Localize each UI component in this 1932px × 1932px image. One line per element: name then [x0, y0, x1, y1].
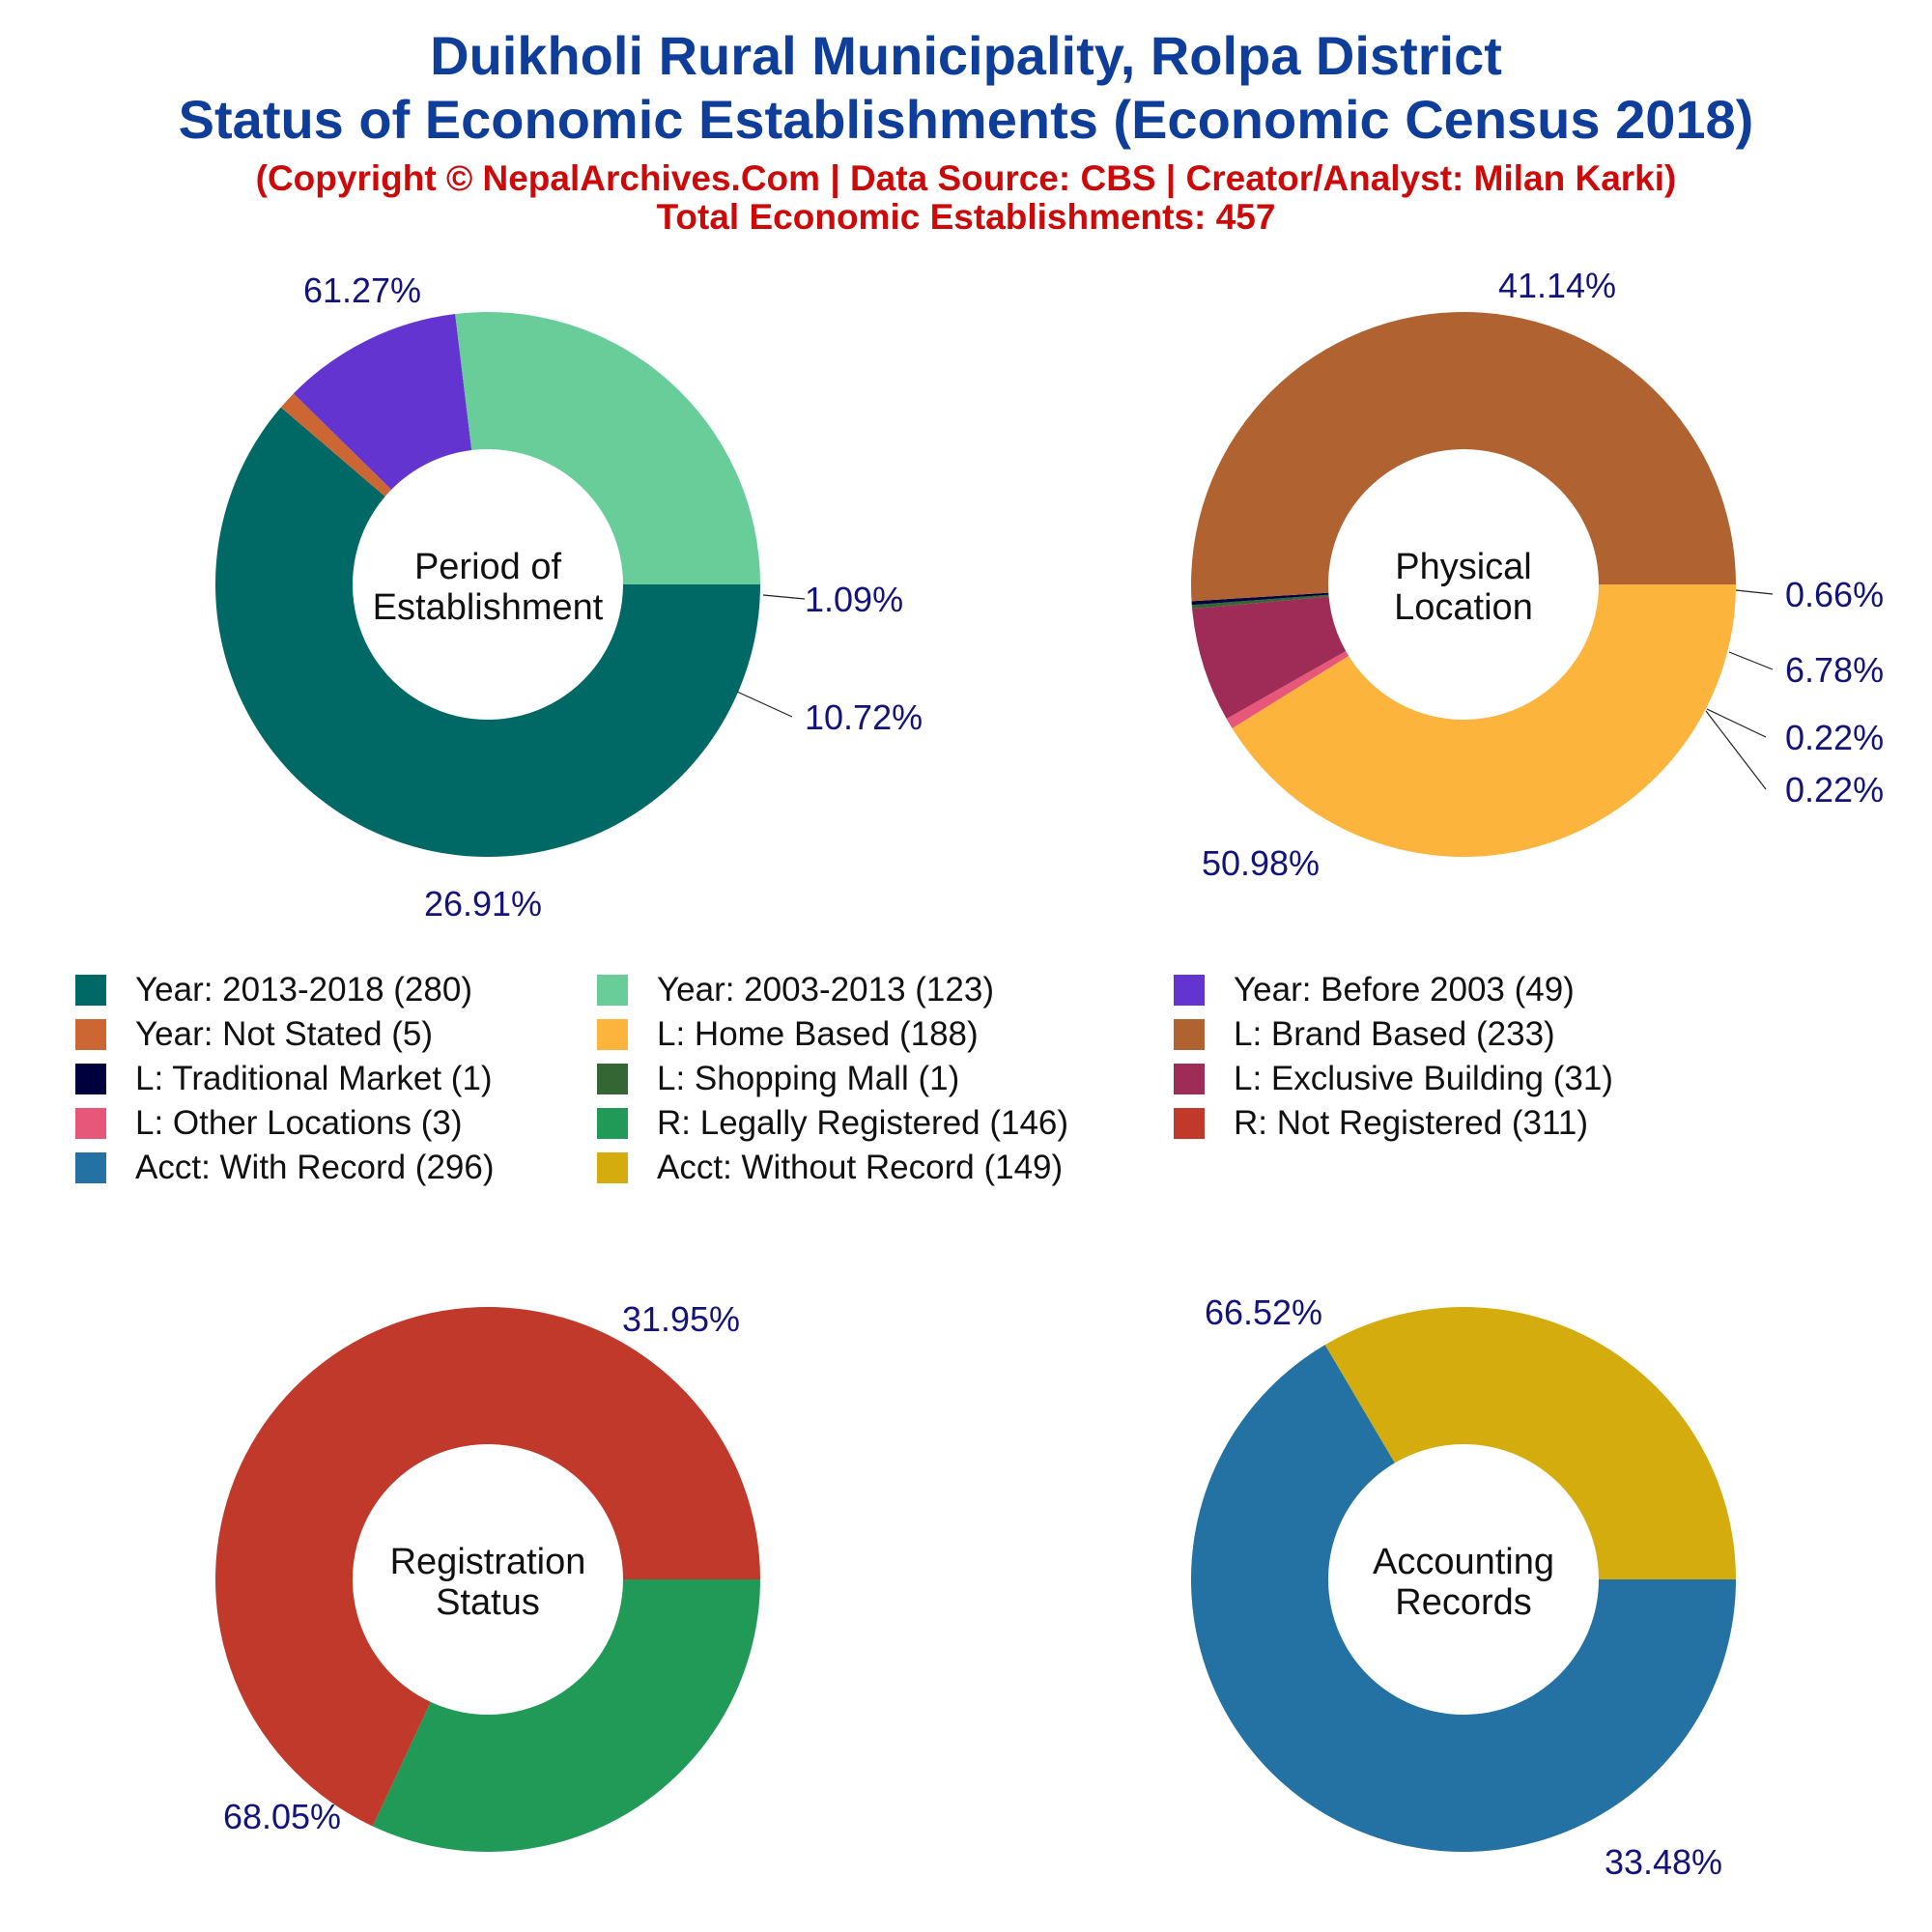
label-leader-line — [1728, 651, 1774, 670]
donut-center-label: Accounting — [1373, 1542, 1554, 1582]
donut-slice — [1232, 584, 1736, 857]
label-leader-line — [762, 594, 806, 600]
slice-percent-label: 31.95% — [622, 1299, 740, 1339]
legend-swatch — [597, 1064, 628, 1094]
legend-label: L: Traditional Market (1) — [135, 1060, 493, 1097]
donut-center-label: Establishment — [373, 587, 604, 628]
donut-slice — [1192, 596, 1347, 720]
legend-label: Year: Before 2003 (49) — [1234, 971, 1575, 1009]
legend-label: L: Brand Based (233) — [1234, 1015, 1555, 1053]
donut-slice — [214, 1306, 761, 1827]
legend-label: L: Other Locations (3) — [135, 1104, 463, 1142]
total-establishments: Total Economic Establishments: 457 — [656, 197, 1276, 237]
legend-item: L: Exclusive Building (31) — [1174, 1060, 1613, 1098]
legend-item: R: Not Registered (311) — [1174, 1104, 1588, 1143]
donut-slice — [214, 407, 761, 858]
legend-swatch — [1174, 1064, 1205, 1094]
legend-item: L: Brand Based (233) — [1174, 1015, 1555, 1054]
legend-item: R: Legally Registered (146) — [597, 1104, 1068, 1143]
legend-item: Year: 2013-2018 (280) — [75, 971, 472, 1009]
label-leader-line — [1706, 708, 1767, 738]
legend-item: Year: 2003-2013 (123) — [597, 971, 994, 1009]
legend-label: Acct: With Record (296) — [135, 1149, 495, 1186]
slice-percent-label: 0.22% — [1785, 770, 1884, 810]
legend-swatch — [1174, 975, 1205, 1006]
donut-slice — [1324, 1307, 1736, 1579]
legend-swatch — [597, 1019, 628, 1050]
slice-percent-label: 33.48% — [1605, 1842, 1722, 1882]
donut-slice — [455, 312, 760, 584]
donut-slice — [1226, 651, 1350, 729]
donut-center-label: Period of — [414, 547, 562, 587]
slice-percent-label: 6.78% — [1785, 650, 1884, 690]
legend-swatch — [1174, 1108, 1205, 1139]
legend-swatch — [1174, 1019, 1205, 1050]
legend-label: Year: Not Stated (5) — [135, 1015, 434, 1053]
label-leader-line — [736, 691, 793, 718]
donut-slice — [1191, 1345, 1736, 1853]
legend-label: Year: 2013-2018 (280) — [135, 971, 472, 1009]
legend-item: L: Traditional Market (1) — [75, 1060, 493, 1098]
legend-item: Acct: Without Record (149) — [597, 1149, 1063, 1187]
slice-percent-label: 26.91% — [424, 884, 542, 923]
donut-center-label: Records — [1395, 1582, 1532, 1623]
legend-swatch — [597, 1108, 628, 1139]
legend-swatch — [75, 1064, 106, 1094]
slice-percent-label: 50.98% — [1202, 843, 1320, 883]
chart-title-line1: Duikholi Rural Municipality, Rolpa Distr… — [430, 25, 1502, 86]
chart-title-line2: Status of Economic Establishments (Econo… — [178, 89, 1754, 150]
donut-center-label: Location — [1394, 587, 1533, 628]
donut-slice — [293, 314, 472, 490]
donut-center-label: Status — [436, 1582, 540, 1623]
legend-swatch — [597, 975, 628, 1006]
donut-slice — [1191, 594, 1329, 610]
slice-percent-label: 0.22% — [1785, 718, 1884, 757]
slice-percent-label: 0.66% — [1785, 575, 1884, 614]
legend-item: Year: Not Stated (5) — [75, 1015, 433, 1054]
legend-swatch — [75, 1108, 106, 1139]
slice-percent-label: 66.52% — [1205, 1293, 1322, 1332]
legend-item: L: Other Locations (3) — [75, 1104, 463, 1143]
legend-item: Acct: With Record (296) — [75, 1149, 495, 1187]
copyright-line: (Copyright © NepalArchives.Com | Data So… — [255, 158, 1677, 198]
legend-swatch — [597, 1152, 628, 1183]
donut-center-label: Physical — [1395, 547, 1532, 587]
label-leader-line — [1705, 710, 1767, 790]
donut-slice — [1191, 592, 1329, 606]
legend-swatch — [75, 1019, 106, 1050]
legend-swatch — [75, 1152, 106, 1183]
legend-label: R: Not Registered (311) — [1234, 1104, 1589, 1142]
legend-label: Year: 2003-2013 (123) — [657, 971, 994, 1009]
slice-percent-label: 41.14% — [1498, 266, 1616, 305]
legend-label: L: Shopping Mall (1) — [657, 1060, 960, 1097]
donut-slice — [372, 1579, 760, 1852]
legend-label: L: Exclusive Building (31) — [1234, 1060, 1613, 1097]
label-leader-line — [1735, 589, 1774, 595]
legend-item: L: Home Based (188) — [597, 1015, 979, 1054]
donut-center-label: Registration — [390, 1542, 586, 1582]
legend-label: R: Legally Registered (146) — [657, 1104, 1069, 1142]
legend-swatch — [75, 975, 106, 1006]
legend-label: Acct: Without Record (149) — [657, 1149, 1064, 1186]
slice-percent-label: 61.27% — [303, 270, 421, 310]
slice-percent-label: 68.05% — [223, 1797, 341, 1836]
donut-slice — [280, 393, 392, 497]
slice-percent-label: 10.72% — [805, 697, 923, 737]
slice-percent-label: 1.09% — [805, 580, 903, 619]
legend-item: Year: Before 2003 (49) — [1174, 971, 1575, 1009]
legend-label: L: Home Based (188) — [657, 1015, 979, 1053]
legend-item: L: Shopping Mall (1) — [597, 1060, 959, 1098]
donut-slice — [1190, 311, 1736, 602]
